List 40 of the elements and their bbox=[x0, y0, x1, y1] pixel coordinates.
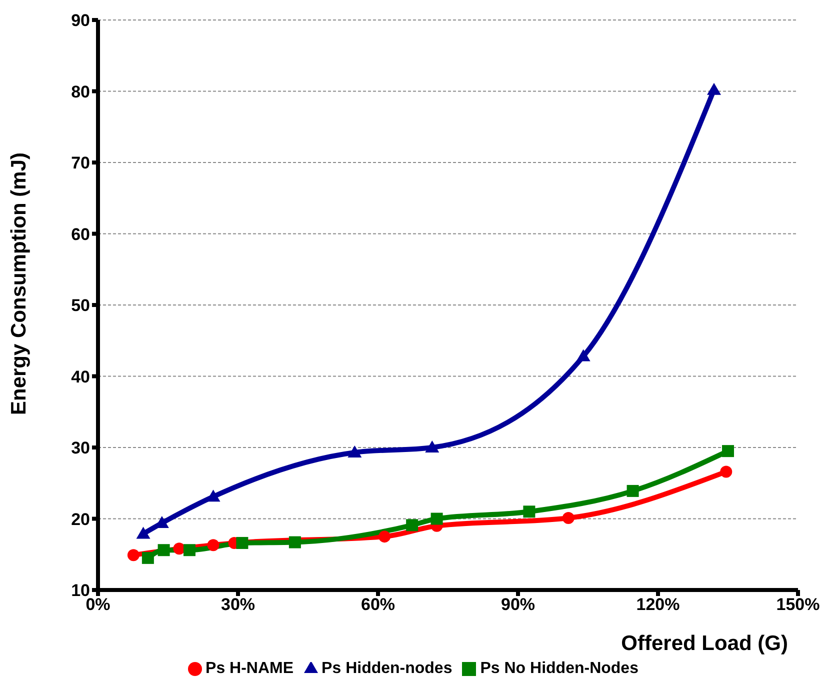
point bbox=[183, 544, 196, 556]
point bbox=[158, 544, 170, 556]
point bbox=[348, 445, 362, 458]
point bbox=[136, 526, 150, 539]
point bbox=[576, 349, 590, 362]
point bbox=[722, 445, 734, 458]
y-tick-label: 60 bbox=[71, 224, 90, 244]
y-tick-label: 70 bbox=[71, 154, 90, 173]
point bbox=[378, 530, 391, 543]
point bbox=[288, 536, 301, 548]
legend-label: Ps No Hidden-Nodes bbox=[480, 660, 638, 677]
legend-label: Ps Hidden-nodes bbox=[322, 660, 452, 677]
point bbox=[127, 549, 140, 562]
y-tick-label: 20 bbox=[71, 510, 90, 529]
point bbox=[206, 490, 220, 502]
point bbox=[720, 466, 732, 478]
y-tick-label: 80 bbox=[71, 82, 90, 102]
point bbox=[425, 440, 440, 452]
x-tick-label: 0% bbox=[86, 595, 110, 614]
y-tick-label: 40 bbox=[71, 367, 90, 386]
x-tick-label: 60% bbox=[360, 595, 396, 614]
point bbox=[207, 539, 220, 552]
x-axis-title: Offered Load (G) bbox=[621, 632, 788, 655]
legend-label: Ps H-NAME bbox=[206, 660, 294, 677]
x-tick-label: 120% bbox=[636, 595, 680, 614]
point bbox=[236, 536, 248, 549]
point bbox=[626, 484, 639, 497]
point bbox=[406, 519, 418, 532]
x-tick-label: 90% bbox=[500, 595, 536, 614]
x-tick-label: 30% bbox=[220, 595, 256, 614]
point bbox=[142, 552, 154, 564]
point bbox=[562, 512, 574, 524]
y-axis-title: Energy Consumption (mJ) bbox=[7, 152, 30, 415]
point bbox=[430, 512, 443, 525]
x-tick-label: 150% bbox=[776, 595, 820, 614]
point bbox=[523, 506, 536, 518]
y-tick-label: 30 bbox=[71, 438, 90, 458]
y-tick-label: 90 bbox=[71, 11, 90, 30]
point bbox=[707, 82, 721, 95]
y-tick-label: 50 bbox=[71, 296, 90, 316]
